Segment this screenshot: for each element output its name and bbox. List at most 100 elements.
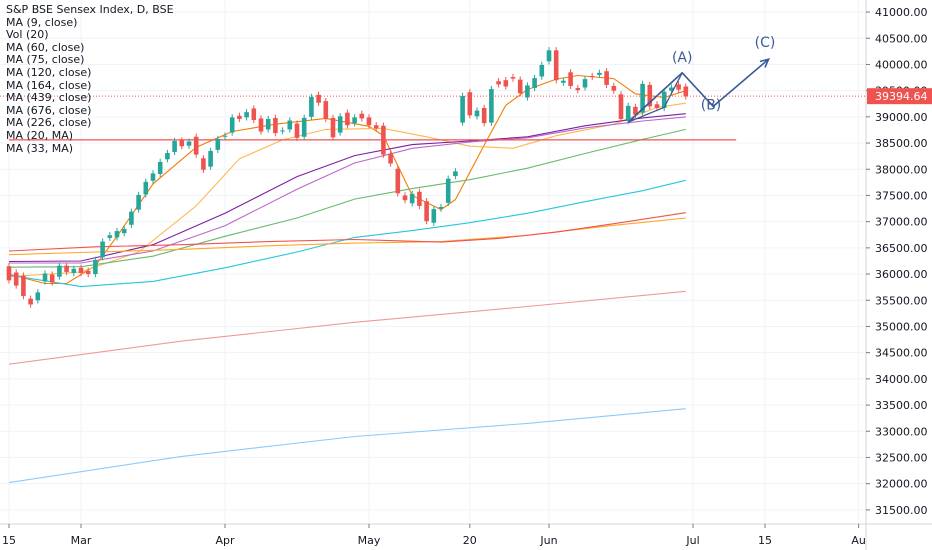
candle xyxy=(42,273,48,282)
legend-item[interactable]: MA (9, close) xyxy=(6,15,78,29)
time-tick-label: Jun xyxy=(539,534,557,547)
candle xyxy=(85,270,91,275)
candle xyxy=(352,117,357,124)
legend-item[interactable]: MA (20, MA) xyxy=(6,128,74,142)
candle xyxy=(388,153,393,164)
legend-item[interactable]: MA (60, close) xyxy=(6,40,85,54)
candle xyxy=(640,83,645,113)
candle xyxy=(129,211,134,225)
candle xyxy=(35,292,41,301)
candle xyxy=(395,168,401,194)
legend-item[interactable]: MA (75, close) xyxy=(6,53,85,67)
candle xyxy=(157,161,163,174)
candle xyxy=(445,178,451,203)
price-tick-label: 36000.00 xyxy=(875,268,928,281)
candles xyxy=(6,47,689,308)
candle xyxy=(647,84,653,107)
candle xyxy=(251,108,257,120)
price-tick-label: 31500.00 xyxy=(875,504,928,517)
legend-item[interactable]: Vol (20) xyxy=(6,28,49,42)
candle xyxy=(618,94,624,119)
candle xyxy=(273,117,278,134)
price-tick-label: 35500.00 xyxy=(875,294,928,307)
candle xyxy=(337,116,343,133)
price-tick-label: 33500.00 xyxy=(875,399,928,412)
study-list: MA (9, close) Vol (20) MA (60, close) MA (7… xyxy=(6,15,174,156)
candle xyxy=(193,136,199,155)
candle xyxy=(568,72,573,86)
legend-item[interactable]: MA (226, close) xyxy=(6,116,92,130)
candle xyxy=(503,80,509,87)
candle xyxy=(71,268,77,274)
candle xyxy=(575,88,581,91)
candle xyxy=(431,209,437,223)
candle xyxy=(669,87,674,91)
legend-item[interactable]: MA (33, MA) xyxy=(6,141,74,155)
candle xyxy=(114,231,120,238)
candle xyxy=(359,113,365,119)
candle xyxy=(654,104,660,108)
candle xyxy=(165,153,170,160)
grid xyxy=(0,0,866,524)
price-tick-label: 36500.00 xyxy=(875,242,928,255)
legend-item[interactable]: MA (120, close) xyxy=(6,65,92,79)
candle xyxy=(625,105,631,122)
candle xyxy=(460,95,465,123)
candle xyxy=(633,106,638,115)
last-price-label: 39394.64 xyxy=(875,90,928,103)
candle xyxy=(265,118,271,130)
price-tick-label: 35000.00 xyxy=(875,320,928,333)
candle xyxy=(453,171,458,177)
time-axis: 15 Mar Apr May 20 Jun Jul 15 Au xyxy=(0,523,932,547)
candle xyxy=(49,274,55,283)
price-tick-label: 37500.00 xyxy=(875,189,928,202)
time-tick-label: 15 xyxy=(758,534,772,547)
candle xyxy=(208,150,213,167)
candle xyxy=(417,191,422,206)
ma-line xyxy=(8,179,686,288)
price-tick-label: 32500.00 xyxy=(875,451,928,464)
candle xyxy=(215,138,221,150)
candle xyxy=(330,117,336,138)
ma-line xyxy=(8,290,686,365)
time-tick-label: 15 xyxy=(2,534,16,547)
candle xyxy=(402,195,408,201)
candle xyxy=(496,81,501,85)
candle xyxy=(604,71,609,85)
candle xyxy=(532,78,537,89)
candle xyxy=(589,75,595,78)
price-tick-label: 39000.00 xyxy=(875,111,928,124)
candle xyxy=(345,112,350,126)
price-tick-label: 40000.00 xyxy=(875,58,928,71)
ma-line xyxy=(8,128,686,268)
candle xyxy=(179,140,185,147)
candle xyxy=(474,110,480,117)
price-tick-label: 37000.00 xyxy=(875,216,928,229)
legend-item[interactable]: MA (676, close) xyxy=(6,103,92,117)
candle xyxy=(21,275,26,297)
candle xyxy=(229,117,235,133)
candle xyxy=(489,89,494,123)
candle xyxy=(366,117,372,126)
candle xyxy=(316,94,321,103)
candle xyxy=(237,115,242,119)
candle xyxy=(481,107,487,124)
candle xyxy=(78,267,84,274)
legend-item[interactable]: MA (164, close) xyxy=(6,78,92,92)
candle xyxy=(561,80,566,83)
candle xyxy=(510,77,516,79)
price-tick-label: 41000.00 xyxy=(875,6,928,19)
wave-drawing xyxy=(627,58,771,123)
candle xyxy=(683,86,689,97)
legend-item[interactable]: MA (439, close) xyxy=(6,91,92,105)
candle xyxy=(244,112,249,118)
candle xyxy=(172,140,177,152)
candle xyxy=(539,64,545,77)
candle xyxy=(186,141,192,146)
candle xyxy=(409,193,415,204)
candle xyxy=(517,79,523,94)
candle xyxy=(381,125,386,155)
candle xyxy=(150,173,156,181)
